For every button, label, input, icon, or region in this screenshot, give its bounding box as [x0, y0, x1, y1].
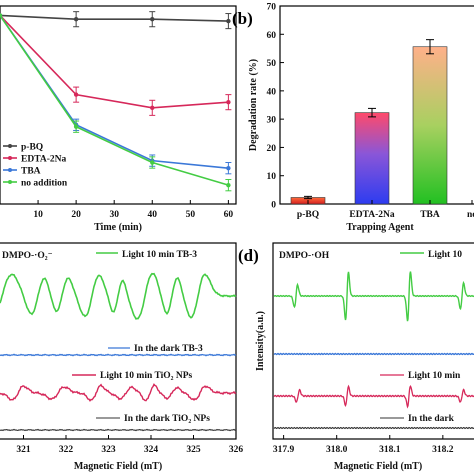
- b-ytick-label-0: 0: [271, 201, 276, 211]
- a-legend-label-tba: TBA: [21, 167, 41, 177]
- panel-c-frame: [0, 242, 237, 440]
- panel-d-epr-hydroxyl: (d) Intensity(a.u.) DMPO-·OH Light 10 Li…: [238, 242, 474, 472]
- panel-d-x-axis-label: Magnetic Field (mT): [334, 461, 422, 472]
- panel-d-label: (d): [238, 246, 259, 265]
- a-point-edta-2na-60: [226, 99, 231, 105]
- panel-c-legend-dark-tb3: In the dark TB-3: [134, 344, 203, 354]
- b-ytick-label-50: 50: [267, 59, 277, 69]
- b-xtick-label-tba: TBA: [420, 210, 440, 220]
- b-ytick-label-20: 20: [267, 144, 277, 154]
- panel-c-legend-light-tb3: Light 10 min TB-3: [122, 250, 197, 260]
- a-legend-marker-tba: [8, 168, 12, 172]
- c-xtick-label-321: 321: [16, 445, 31, 455]
- a-point-no-addition-60: [226, 182, 231, 188]
- panel-d-trace-dark-tio2: [273, 426, 474, 430]
- a-legend-marker-no-addition: [8, 180, 12, 184]
- panel-a-x-axis-label: Time (min): [94, 222, 142, 233]
- c-xtick-label-322: 322: [59, 445, 74, 455]
- panel-d-trace-light: [273, 271, 474, 322]
- b-bar-edta-2na: [354, 112, 390, 205]
- a-legend-marker-p-bq: [8, 144, 12, 148]
- panel-b-bars: [290, 39, 448, 205]
- panel-c-x-axis-label: Magnetic Field (mT): [74, 461, 162, 472]
- a-legend-label-no-addition: no addition: [21, 179, 68, 189]
- c-xtick-label-323: 323: [101, 445, 116, 455]
- panel-b-x-ticks: p-BQ EDTA-2Na TBA no: [297, 200, 474, 220]
- a-xtick-label-30: 30: [109, 210, 119, 220]
- b-ytick-label-10: 10: [267, 172, 277, 182]
- panel-c-epr-superoxide: DMPO-·O₂⁻ Light 10 min TB-3 In the dark …: [0, 242, 243, 472]
- panel-d-trace-dark-tb3: [273, 352, 474, 356]
- panel-c-legend-dark-tio2: In the dark TiO₂ NPs: [124, 414, 210, 424]
- a-point-edta-2na-20: [73, 92, 79, 97]
- a-legend-marker-edta-2na: [8, 156, 12, 160]
- a-point-p-bq-60: [226, 18, 231, 24]
- a-legend-label-p-bq: p-BQ: [21, 143, 43, 153]
- a-point-tba-60: [226, 165, 231, 171]
- a-point-p-bq-40: [150, 17, 155, 22]
- panel-a-series: [0, 11, 232, 192]
- panel-b-x-axis-label: Trapping Agent: [346, 222, 414, 233]
- d-xtick-label-318-0: 318.0: [326, 445, 348, 455]
- panel-b-y-ticks: 0 10 20 30 40 50 60 70: [267, 3, 284, 211]
- a-xtick-label-10: 10: [33, 210, 43, 220]
- c-xtick-label-325: 325: [186, 445, 201, 455]
- c-xtick-label-324: 324: [144, 445, 159, 455]
- a-point-edta-2na-40: [150, 105, 155, 111]
- panel-a-x-ticks: 10 20 30 40 50 60: [33, 200, 233, 220]
- a-point-p-bq-20: [73, 17, 79, 22]
- panel-d-x-ticks: 317.9 318.0 318.1 318.2: [273, 435, 454, 455]
- b-ytick-label-40: 40: [267, 87, 277, 97]
- b-bar-tba: [412, 46, 448, 205]
- panel-c-legend-light-tio2: Light 10 min TiO₂ NPs: [100, 371, 193, 381]
- a-xtick-label-50: 50: [186, 210, 196, 220]
- b-ytick-label-70: 70: [267, 3, 277, 13]
- a-xtick-label-40: 40: [148, 210, 158, 220]
- panel-a-legend: p-BQ EDTA-2Na TBA no addition: [3, 143, 68, 189]
- panel-d-legend-light-tio2: Light 10 min: [408, 371, 461, 381]
- a-xtick-label-20: 20: [71, 210, 81, 220]
- panel-d-legend-dark: In the dark: [408, 414, 455, 424]
- panel-c-trace-dark-tio2: [0, 428, 237, 432]
- panel-c-title: DMPO-·O₂⁻: [2, 251, 53, 261]
- panel-b-y-axis-label: Degradation rate (%): [248, 59, 259, 151]
- a-line-no-addition: [0, 14, 229, 186]
- panel-c-trace-dark-tb3: [0, 353, 237, 357]
- panel-d-legend-light: Light 10: [428, 250, 462, 260]
- a-xtick-label-60: 60: [224, 210, 234, 220]
- panel-c-trace-light-tio2: [0, 383, 237, 402]
- panel-d-trace-light-tio2: [273, 384, 474, 409]
- panel-d-y-axis-label: Intensity(a.u.): [255, 311, 266, 371]
- a-legend-label-edta-2na: EDTA-2Na: [21, 155, 66, 165]
- panel-c-trace-light-tb3: [0, 272, 237, 320]
- a-line-p-bq: [0, 14, 229, 22]
- d-xtick-label-317-9: 317.9: [273, 445, 295, 455]
- a-point-no-addition-40: [150, 160, 155, 165]
- a-line-edta-2na: [0, 14, 229, 109]
- panel-b-degradation-bars: (b) Degradation rate (%) 0 10 20 30 40 50 60 70…: [232, 3, 474, 233]
- a-point-no-addition-20: [73, 124, 79, 129]
- b-ytick-label-30: 30: [267, 116, 277, 126]
- panel-d-frame: [272, 242, 474, 440]
- d-xtick-label-318-1: 318.1: [379, 445, 401, 455]
- b-xtick-label-edta-2na: EDTA-2Na: [349, 210, 394, 220]
- panel-c-x-ticks: 321 322 323 324 325 326: [16, 435, 243, 455]
- panel-b-label: (b): [232, 9, 253, 28]
- panel-a-frame: [0, 5, 237, 205]
- panel-d-title: DMPO-·OH: [279, 251, 330, 261]
- b-ytick-label-60: 60: [267, 31, 277, 41]
- a-point-no-addition-0: [0, 13, 3, 18]
- c-xtick-label-326: 326: [229, 445, 244, 455]
- d-xtick-label-318-2: 318.2: [432, 445, 454, 455]
- b-xtick-label-no: no: [467, 210, 474, 220]
- b-xtick-label-p-bq: p-BQ: [297, 210, 319, 220]
